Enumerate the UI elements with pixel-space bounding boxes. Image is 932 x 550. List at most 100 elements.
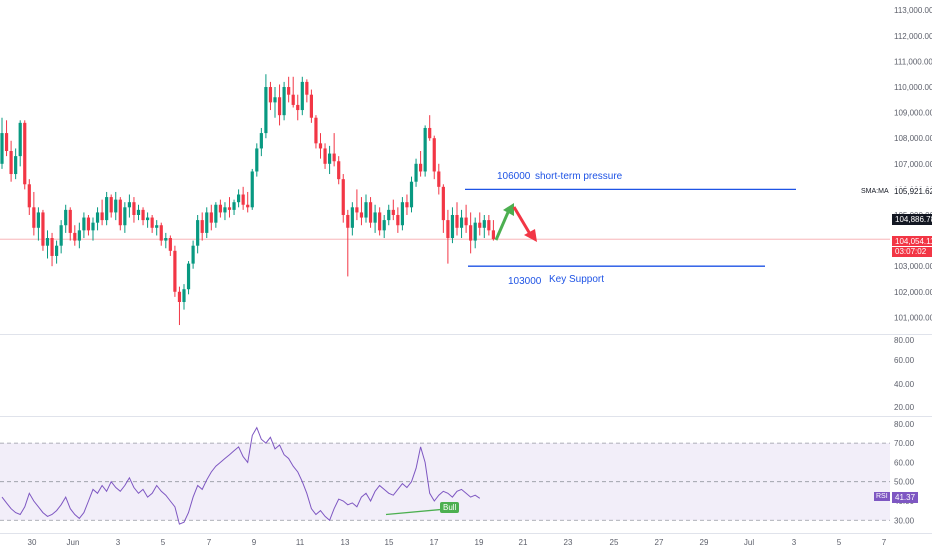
candle	[487, 214, 491, 236]
rsi-axis-label: 30.00	[894, 516, 915, 525]
candle	[250, 168, 254, 210]
rsi-axis-label: 80.00	[894, 420, 915, 429]
candle	[264, 74, 268, 139]
time-axis-label: 13	[341, 538, 350, 547]
candle	[318, 133, 323, 159]
candle	[268, 81, 273, 111]
bullish-arrow[interactable]	[494, 203, 514, 241]
candle	[405, 194, 409, 215]
candle	[291, 76, 295, 108]
candle	[464, 204, 468, 233]
candle	[323, 143, 327, 169]
candle	[109, 194, 113, 218]
sma-value: 105,921.62	[894, 187, 932, 196]
candle	[14, 148, 18, 180]
candle	[173, 245, 177, 297]
rsi-axis-label: 70.00	[894, 439, 915, 448]
candle	[214, 202, 218, 228]
candle	[132, 197, 136, 223]
countdown-tag: 03:07:02	[892, 247, 932, 257]
time-axis-label: 17	[430, 538, 439, 547]
candle	[123, 202, 127, 233]
candle	[0, 117, 4, 169]
candle	[391, 199, 395, 221]
candle	[409, 176, 414, 213]
candle	[9, 140, 13, 182]
candle	[237, 189, 241, 208]
time-axis-label: 23	[564, 538, 573, 547]
price-axis-label: 108,000.00	[894, 134, 932, 143]
candle	[77, 222, 81, 249]
indicator-axis-label: 60.00	[894, 356, 915, 365]
candle	[196, 214, 200, 254]
candle	[305, 79, 309, 103]
bull-divergence-line	[385, 508, 451, 516]
candle	[437, 163, 441, 195]
candle	[309, 89, 313, 123]
candle	[469, 212, 473, 254]
bearish-arrow[interactable]	[512, 206, 537, 242]
support-text-label: Key Support	[549, 274, 605, 285]
indicator-axis-label: 20.00	[894, 403, 915, 412]
candle	[191, 240, 195, 269]
candle	[441, 184, 445, 233]
candle	[491, 220, 495, 241]
price-axis-label: 111,000.00	[894, 57, 932, 66]
candle	[205, 207, 209, 239]
candle	[27, 179, 31, 215]
candle	[455, 202, 459, 236]
price-axis-label: 107,000.00	[894, 160, 932, 169]
candle	[200, 212, 204, 241]
candle	[155, 220, 159, 236]
candle	[146, 212, 150, 228]
time-axis-label: Jul	[744, 538, 754, 547]
candle	[378, 207, 382, 236]
support-price-label: 103000	[508, 276, 542, 287]
candle	[45, 230, 50, 259]
sma-label: SMA:MA	[861, 188, 889, 195]
candle	[223, 202, 227, 221]
time-axis-label: 11	[296, 538, 305, 547]
candle	[232, 199, 236, 215]
candle	[332, 133, 336, 167]
candle	[482, 214, 486, 239]
last-price-tag: 104,054.11	[892, 236, 932, 246]
candle	[282, 81, 286, 121]
ma-tag: 104,886.78	[892, 214, 932, 225]
candle	[373, 204, 377, 233]
candle	[328, 145, 332, 175]
candle	[55, 240, 59, 264]
indicator-axis-label: 40.00	[894, 380, 915, 389]
candle	[68, 207, 72, 241]
time-axis-label: 21	[519, 538, 528, 547]
candle	[246, 191, 250, 213]
rsi-title-tag: RSI	[874, 492, 890, 501]
indicator-axis-label: 80.00	[894, 336, 915, 345]
candle	[428, 115, 432, 141]
price-axis-label: 109,000.00	[894, 109, 932, 118]
candle	[478, 212, 482, 236]
candle	[450, 207, 455, 244]
time-axis-label: 7	[207, 538, 212, 547]
candle	[341, 174, 345, 223]
candle	[150, 214, 154, 233]
candle	[296, 94, 300, 121]
time-axis-label: 29	[700, 538, 709, 547]
time-axis-label: 9	[252, 538, 257, 547]
rsi-line	[1, 426, 481, 525]
price-axis-label: 101,000.00	[894, 313, 932, 322]
candle	[168, 235, 172, 256]
candle	[59, 220, 63, 254]
price-axis-label: 102,000.00	[894, 288, 932, 297]
candle	[50, 232, 54, 267]
candle	[255, 143, 259, 177]
candle	[86, 214, 91, 236]
price-axis-label: 113,000.00	[894, 6, 932, 15]
price-axis-label: 110,000.00	[894, 83, 932, 92]
resistance-text-label: short-term pressure	[535, 171, 623, 182]
candle	[287, 76, 291, 103]
candle	[300, 76, 304, 116]
candle	[355, 189, 359, 221]
candle	[23, 120, 27, 190]
